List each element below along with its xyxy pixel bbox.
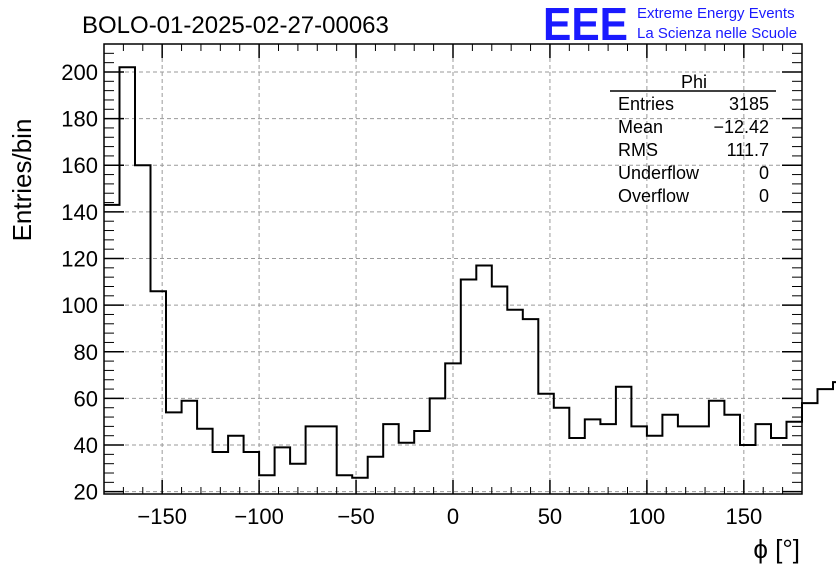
y-tick-label: 100 [61,293,98,318]
eee-logo-mark: EEE [543,0,628,50]
y-tick-label: 180 [61,107,98,132]
stats-row-label: RMS [618,140,658,160]
chart-title: BOLO-01-2025-02-27-00063 [82,12,389,39]
logo-line-1: Extreme Energy Events [637,5,795,22]
y-tick-label: 160 [61,153,98,178]
stats-rows: Entries 3185 Mean −12.42 RMS 111.7 Underflow 0 O… [618,94,769,206]
x-tick-label: −100 [234,504,284,529]
stats-row-label: Underflow [618,163,700,183]
y-tick-labels: 20 40 60 80 100 120 140 160 180 200 [61,60,98,505]
histogram-series-line [104,66,836,479]
y-tick-label: 120 [61,247,98,272]
x-tick-label: 0 [447,504,459,529]
x-tick-label: 150 [725,504,762,529]
x-tick-label: −50 [337,504,374,529]
stats-row-label: Entries [618,94,674,114]
y-tick-label: 140 [61,200,98,225]
y-tick-label: 20 [74,480,98,505]
x-tick-label: 100 [629,504,666,529]
y-tick-label: 60 [74,386,98,411]
eee-logo: EEE Extreme Energy Events La Scienza nel… [543,0,797,50]
stats-row-value: −12.42 [713,117,769,137]
x-tick-label: 50 [538,504,562,529]
stats-box: Phi Entries 3185 Mean −12.42 RMS 111.7 Underfl… [610,72,776,206]
y-tick-label: 200 [61,60,98,85]
y-axis-title: Entries/bin [7,119,37,242]
axis-ticks [103,44,803,494]
grid [104,44,802,494]
stats-title: Phi [681,72,707,92]
x-axis-title: ϕ [°] [753,534,800,564]
logo-line-2: La Scienza nelle Scuole [637,25,797,42]
y-tick-label: 40 [74,433,98,458]
stats-row-value: 0 [759,186,769,206]
stats-row-value: 111.7 [727,140,769,160]
x-tick-label: −150 [137,504,187,529]
stats-row-value: 0 [759,163,769,183]
y-tick-label: 80 [74,340,98,365]
stats-row-value: 3185 [729,94,769,114]
x-tick-labels: −150 −100 −50 0 50 100 150 [137,504,762,529]
stats-row-label: Overflow [618,186,690,206]
stats-row-label: Mean [618,117,663,137]
